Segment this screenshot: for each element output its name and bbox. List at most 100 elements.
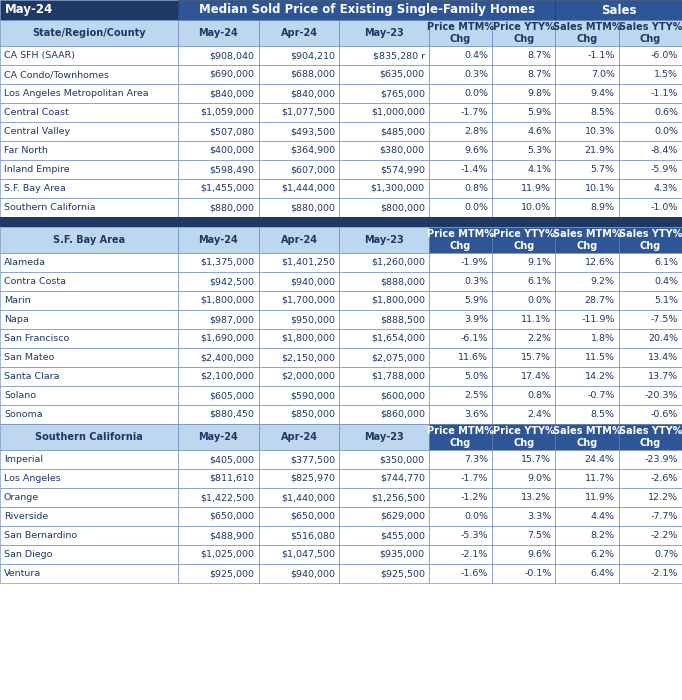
- Bar: [555, 198, 619, 217]
- Text: CA Condo/Townhomes: CA Condo/Townhomes: [4, 70, 109, 79]
- Text: May-23: May-23: [364, 235, 404, 245]
- Text: $765,000: $765,000: [380, 89, 425, 98]
- Bar: [555, 488, 619, 507]
- Bar: [178, 179, 258, 198]
- Bar: [492, 46, 555, 65]
- Bar: [258, 469, 340, 488]
- Bar: [340, 46, 429, 65]
- Text: 8.7%: 8.7%: [527, 51, 552, 60]
- Text: -1.9%: -1.9%: [461, 258, 488, 267]
- Text: $1,690,000: $1,690,000: [201, 334, 254, 343]
- Text: -2.1%: -2.1%: [461, 550, 488, 559]
- Bar: [258, 227, 340, 253]
- Text: $1,444,000: $1,444,000: [282, 184, 336, 193]
- Text: $880,000: $880,000: [291, 203, 336, 212]
- Text: 5.3%: 5.3%: [527, 146, 552, 155]
- Text: $935,000: $935,000: [380, 550, 425, 559]
- Bar: [0, 545, 178, 564]
- Bar: [258, 367, 340, 386]
- Bar: [0, 122, 178, 141]
- Bar: [258, 564, 340, 583]
- Text: Santa Clara: Santa Clara: [4, 372, 59, 381]
- Bar: [178, 348, 258, 367]
- Bar: [619, 310, 682, 329]
- Text: $1,455,000: $1,455,000: [201, 184, 254, 193]
- Text: Imperial: Imperial: [4, 455, 43, 464]
- Text: $825,970: $825,970: [291, 474, 336, 483]
- Bar: [555, 291, 619, 310]
- Bar: [0, 450, 178, 469]
- Text: $800,000: $800,000: [380, 203, 425, 212]
- Text: 12.2%: 12.2%: [648, 493, 678, 502]
- Bar: [258, 424, 340, 450]
- Bar: [492, 160, 555, 179]
- Bar: [619, 405, 682, 424]
- Text: Price MTM%
Chg: Price MTM% Chg: [427, 229, 494, 251]
- Bar: [555, 469, 619, 488]
- Text: $1,422,500: $1,422,500: [201, 493, 254, 502]
- Text: -0.7%: -0.7%: [587, 391, 614, 400]
- Text: Apr-24: Apr-24: [280, 28, 318, 38]
- Text: $516,080: $516,080: [291, 531, 336, 540]
- Bar: [619, 227, 682, 253]
- Bar: [619, 450, 682, 469]
- Bar: [178, 0, 555, 20]
- Text: $1,375,000: $1,375,000: [201, 258, 254, 267]
- Text: S.F. Bay Area: S.F. Bay Area: [53, 235, 125, 245]
- Text: 7.5%: 7.5%: [527, 531, 552, 540]
- Text: $1,000,000: $1,000,000: [371, 108, 425, 117]
- Bar: [340, 488, 429, 507]
- Text: 11.5%: 11.5%: [584, 353, 614, 362]
- Text: $940,000: $940,000: [291, 277, 336, 286]
- Bar: [178, 545, 258, 564]
- Text: 10.1%: 10.1%: [584, 184, 614, 193]
- Bar: [178, 450, 258, 469]
- Text: $925,500: $925,500: [380, 569, 425, 578]
- Text: $850,000: $850,000: [291, 410, 336, 419]
- Text: May-24: May-24: [5, 4, 53, 17]
- Text: 5.0%: 5.0%: [464, 372, 488, 381]
- Text: $688,000: $688,000: [291, 70, 336, 79]
- Bar: [0, 310, 178, 329]
- Bar: [555, 103, 619, 122]
- Bar: [340, 103, 429, 122]
- Text: $605,000: $605,000: [209, 391, 254, 400]
- Bar: [258, 488, 340, 507]
- Text: $574,990: $574,990: [380, 165, 425, 174]
- Bar: [258, 122, 340, 141]
- Text: Alameda: Alameda: [4, 258, 46, 267]
- Text: 2.4%: 2.4%: [527, 410, 552, 419]
- Bar: [492, 103, 555, 122]
- Text: -6.1%: -6.1%: [461, 334, 488, 343]
- Text: 13.2%: 13.2%: [521, 493, 552, 502]
- Bar: [340, 227, 429, 253]
- Bar: [340, 386, 429, 405]
- Text: -20.3%: -20.3%: [644, 391, 678, 400]
- Text: 2.8%: 2.8%: [464, 127, 488, 136]
- Bar: [555, 405, 619, 424]
- Text: 0.4%: 0.4%: [654, 277, 678, 286]
- Bar: [555, 526, 619, 545]
- Text: 21.9%: 21.9%: [584, 146, 614, 155]
- Bar: [555, 348, 619, 367]
- Text: Napa: Napa: [4, 315, 29, 324]
- Text: 4.6%: 4.6%: [527, 127, 552, 136]
- Text: 7.0%: 7.0%: [591, 70, 614, 79]
- Text: -1.6%: -1.6%: [461, 569, 488, 578]
- Text: 7.3%: 7.3%: [464, 455, 488, 464]
- Bar: [429, 450, 492, 469]
- Text: $1,788,000: $1,788,000: [371, 372, 425, 381]
- Bar: [258, 291, 340, 310]
- Bar: [0, 329, 178, 348]
- Text: 0.4%: 0.4%: [464, 51, 488, 60]
- Bar: [340, 141, 429, 160]
- Bar: [340, 253, 429, 272]
- Bar: [340, 84, 429, 103]
- Text: $744,770: $744,770: [380, 474, 425, 483]
- Text: $2,150,000: $2,150,000: [282, 353, 336, 362]
- Bar: [429, 564, 492, 583]
- Bar: [429, 545, 492, 564]
- Text: $904,210: $904,210: [291, 51, 336, 60]
- Text: Price MTM%
Chg: Price MTM% Chg: [427, 22, 494, 44]
- Bar: [178, 65, 258, 84]
